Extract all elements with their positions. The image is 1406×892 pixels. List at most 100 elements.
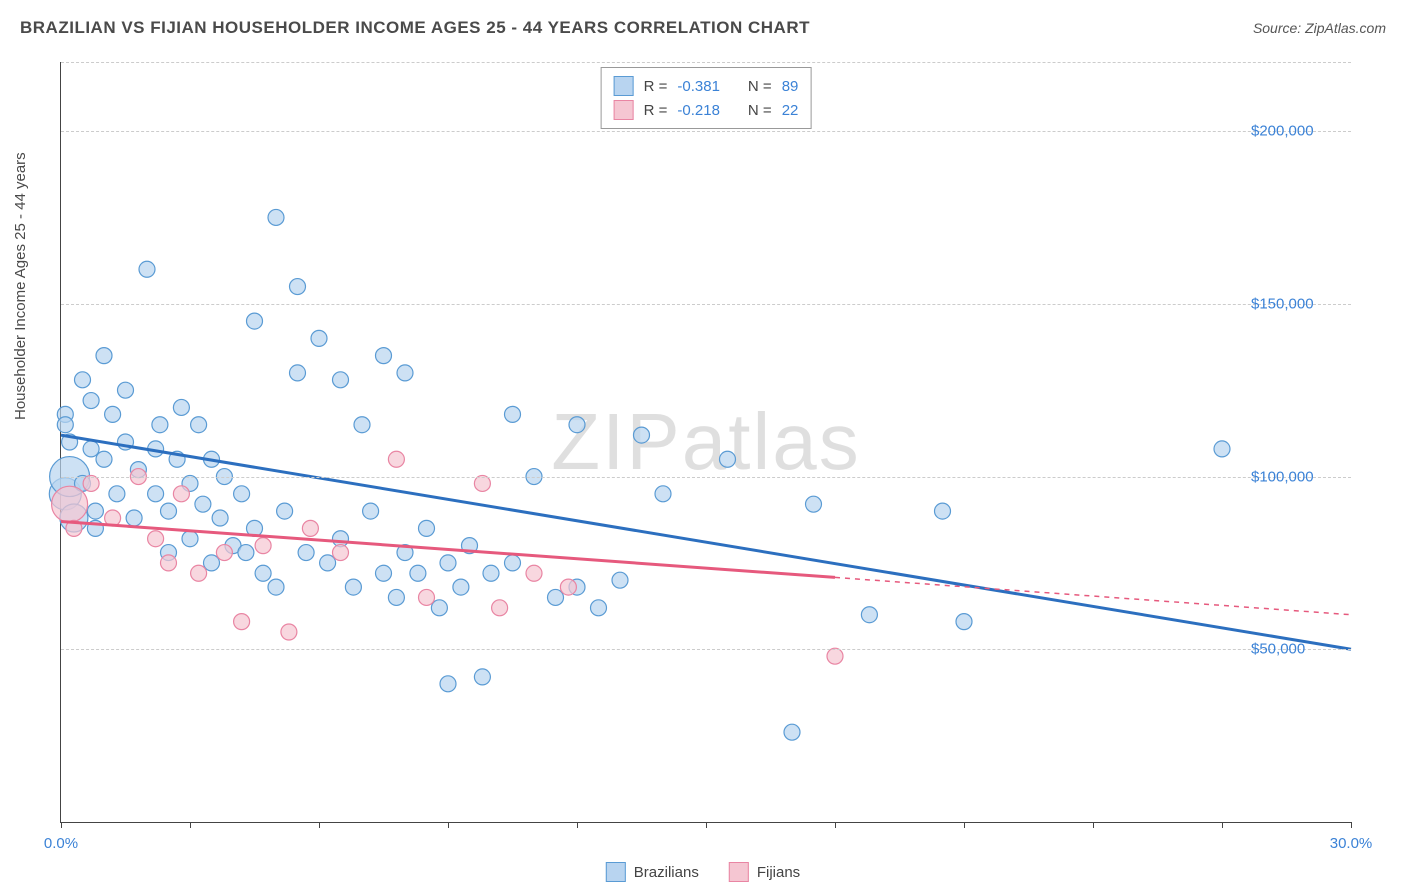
legend-label-2: Fijians [757, 864, 800, 881]
data-point [139, 261, 155, 277]
data-point [363, 503, 379, 519]
gridline-h [61, 304, 1351, 305]
x-tick-mark [319, 822, 320, 828]
data-point [410, 565, 426, 581]
data-point [474, 475, 490, 491]
gridline-h [61, 131, 1351, 132]
chart-title: BRAZILIAN VS FIJIAN HOUSEHOLDER INCOME A… [20, 18, 810, 38]
data-point [333, 545, 349, 561]
data-point [212, 510, 228, 526]
data-point [173, 486, 189, 502]
x-tick-mark [190, 822, 191, 828]
data-point [376, 565, 392, 581]
data-point [191, 417, 207, 433]
regression-line [61, 435, 1351, 649]
data-point [216, 545, 232, 561]
data-point [453, 579, 469, 595]
legend-swatch-1 [606, 862, 626, 882]
data-point [935, 503, 951, 519]
gridline-h [61, 649, 1351, 650]
source-prefix: Source: [1253, 20, 1305, 36]
data-point [238, 545, 254, 561]
x-tick-mark [706, 822, 707, 828]
stats-row-2: R = -0.218 N = 22 [614, 98, 799, 122]
gridline-h [61, 477, 1351, 478]
data-point [57, 417, 73, 433]
data-point [560, 579, 576, 595]
data-point [83, 441, 99, 457]
data-point [204, 555, 220, 571]
data-point [96, 348, 112, 364]
data-point [234, 486, 250, 502]
bottom-legend: Brazilians Fijians [606, 862, 800, 882]
data-point [173, 399, 189, 415]
data-point [195, 496, 211, 512]
stat-r-val-1: -0.381 [677, 78, 720, 95]
data-point [492, 600, 508, 616]
title-bar: BRAZILIAN VS FIJIAN HOUSEHOLDER INCOME A… [20, 18, 1386, 38]
legend-item-1: Brazilians [606, 862, 699, 882]
data-point [320, 555, 336, 571]
stats-swatch-1 [614, 76, 634, 96]
data-point [440, 555, 456, 571]
x-tick-mark [1093, 822, 1094, 828]
x-tick-label: 30.0% [1330, 835, 1373, 852]
stat-r-label-1: R = [644, 78, 668, 95]
data-point [1214, 441, 1230, 457]
data-point [148, 486, 164, 502]
y-tick-label: $100,000 [1251, 468, 1314, 485]
stat-n-val-1: 89 [782, 78, 799, 95]
data-point [83, 475, 99, 491]
data-point [234, 614, 250, 630]
data-point [474, 669, 490, 685]
x-tick-mark [448, 822, 449, 828]
y-axis-label: Householder Income Ages 25 - 44 years [12, 152, 29, 420]
legend-swatch-2 [729, 862, 749, 882]
data-point [52, 486, 88, 522]
legend-label-1: Brazilians [634, 864, 699, 881]
data-point [354, 417, 370, 433]
data-point [191, 565, 207, 581]
data-point [784, 724, 800, 740]
data-point [861, 607, 877, 623]
x-tick-mark [1222, 822, 1223, 828]
x-tick-mark [835, 822, 836, 828]
data-point [268, 209, 284, 225]
data-point [75, 372, 91, 388]
data-point [388, 589, 404, 605]
data-point [345, 579, 361, 595]
data-point [440, 676, 456, 692]
data-point [388, 451, 404, 467]
data-point [281, 624, 297, 640]
plot-area: ZIPatlas R = -0.381 N = 89 R = -0.218 N … [60, 62, 1351, 823]
stat-n-val-2: 22 [782, 102, 799, 119]
data-point [105, 406, 121, 422]
stats-row-1: R = -0.381 N = 89 [614, 74, 799, 98]
scatter-svg [61, 62, 1351, 822]
data-point [311, 330, 327, 346]
y-tick-label: $150,000 [1251, 295, 1314, 312]
data-point [634, 427, 650, 443]
data-point [126, 510, 142, 526]
data-point [827, 648, 843, 664]
y-tick-label: $50,000 [1251, 641, 1305, 658]
data-point [569, 417, 585, 433]
regression-line-extrapolated [835, 577, 1351, 614]
stat-n-label-2: N = [748, 102, 772, 119]
data-point [268, 579, 284, 595]
data-point [505, 406, 521, 422]
data-point [655, 486, 671, 502]
data-point [109, 486, 125, 502]
data-point [397, 365, 413, 381]
data-point [255, 565, 271, 581]
stat-n-label-1: N = [748, 78, 772, 95]
data-point [247, 313, 263, 329]
data-point [255, 538, 271, 554]
stat-r-val-2: -0.218 [677, 102, 720, 119]
legend-item-2: Fijians [729, 862, 800, 882]
stats-swatch-2 [614, 100, 634, 120]
data-point [612, 572, 628, 588]
data-point [118, 382, 134, 398]
source-name: ZipAtlas.com [1305, 20, 1386, 36]
data-point [431, 600, 447, 616]
